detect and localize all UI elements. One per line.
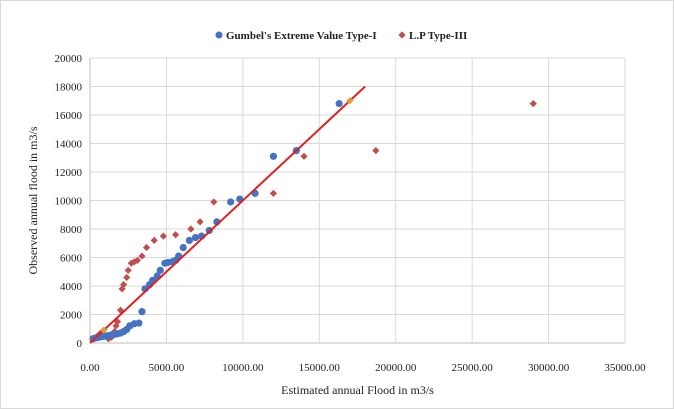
legend: Gumbel's Extreme Value Type-I L.P Type-I… [215, 30, 467, 42]
data-point-lp3 [300, 152, 308, 160]
y-tick-label: 6000 [60, 253, 83, 265]
y-axis-title: Observed annual flood in m3/s [26, 126, 40, 274]
data-point-gumbel [138, 308, 146, 316]
y-tick-label: 2000 [60, 310, 83, 322]
x-axis-title: Estimated annual Flood in m3/s [281, 383, 434, 397]
data-point-gumbel [185, 236, 193, 244]
x-tick-label: 5000.00 [149, 362, 185, 374]
data-point-gumbel [191, 233, 200, 242]
series-lp3 [89, 100, 537, 343]
data-point-lp3 [138, 252, 146, 260]
y-tick-label: 12000 [55, 167, 83, 179]
x-tick-label: 20000.00 [375, 362, 417, 374]
y-tick-label: 16000 [55, 110, 83, 122]
data-point-lp3 [116, 306, 125, 314]
data-point-lp3 [269, 189, 278, 197]
fit-line [89, 85, 366, 344]
x-tick-label: 35000.00 [604, 362, 646, 374]
data-point-lp3 [187, 225, 195, 233]
data-point-lp3 [159, 232, 167, 240]
x-tick-label: 15000.00 [299, 362, 341, 374]
data-point-lp3 [196, 218, 204, 226]
x-tick-label: 30000.00 [528, 362, 570, 374]
data-point-lp3 [150, 236, 158, 244]
y-axis-ticks: 0 2000 4000 6000 8000 10000 12000 14000 16000 180… [55, 53, 83, 350]
y-tick-label: 0 [77, 338, 83, 350]
highlight-point [100, 326, 108, 334]
fit-line-layer [89, 85, 366, 344]
y-tick-label: 14000 [55, 139, 83, 151]
data-point-lp3 [142, 243, 151, 252]
y-tick-label: 20000 [55, 53, 83, 65]
data-point-gumbel [269, 152, 278, 160]
data-point-lp3 [372, 147, 380, 155]
legend-marker-gumbel [215, 31, 223, 39]
x-tick-label: 10000.00 [222, 362, 264, 374]
data-point-lp3 [210, 198, 218, 206]
data-point-gumbel [179, 243, 187, 252]
data-point-lp3 [133, 256, 141, 264]
data-point-lp3 [124, 266, 132, 274]
horizontal-gridlines [89, 57, 625, 344]
legend-label-gumbel: Gumbel's Extreme Value Type-I [226, 30, 377, 42]
series-gumbel [89, 100, 343, 343]
data-point-lp3 [112, 322, 120, 330]
series-layer [89, 100, 537, 343]
y-tick-label: 4000 [60, 281, 83, 293]
data-point-lp3 [127, 259, 135, 267]
data-point-gumbel [227, 198, 235, 206]
legend-label-lp3: L.P Type-III [409, 30, 467, 42]
data-point-lp3 [123, 273, 131, 282]
data-point-lp3 [120, 280, 128, 289]
y-tick-label: 18000 [55, 82, 83, 94]
data-point-gumbel [335, 100, 343, 108]
x-axis-ticks: 0.00 5000.00 10000.00 15000.00 20000.00 25000… [80, 362, 646, 374]
highlight-point [346, 97, 354, 105]
data-point-lp3 [118, 285, 126, 293]
x-tick-label: 25000.00 [452, 362, 494, 374]
data-point-gumbel [135, 319, 143, 327]
data-point-lp3 [529, 100, 537, 108]
data-point-lp3 [130, 258, 138, 266]
legend-marker-lp3 [398, 31, 406, 39]
x-tick-label: 0.00 [80, 362, 100, 374]
data-point-gumbel [156, 266, 164, 274]
highlight-layer [100, 97, 354, 334]
data-point-lp3 [172, 231, 180, 239]
y-tick-label: 8000 [60, 224, 83, 236]
y-tick-label: 10000 [55, 196, 83, 208]
